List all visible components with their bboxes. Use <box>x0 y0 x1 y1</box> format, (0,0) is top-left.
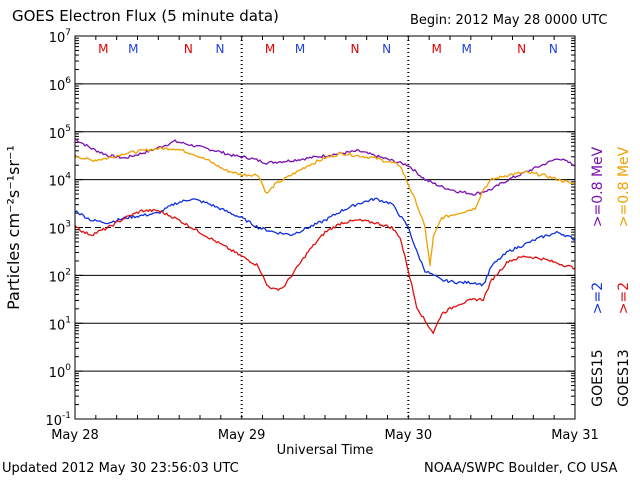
y-axis-label: Particles cm⁻²s⁻¹sr⁻¹ <box>4 145 23 310</box>
plot-frame <box>74 35 576 420</box>
marker-label: M <box>265 42 275 56</box>
marker-label: M <box>128 42 138 56</box>
series-line <box>74 208 576 335</box>
y-tick-label: 106 <box>49 76 72 94</box>
y-tick-label: 104 <box>49 172 72 190</box>
x-tick-label: May 28 <box>51 428 99 443</box>
x-tick-label: May 29 <box>218 428 266 443</box>
marker-label: N <box>184 42 193 56</box>
footer-source: NOAA/SWPC Boulder, CO USA <box>424 461 618 476</box>
legend-goes15: GOES15 <box>590 349 606 406</box>
x-axis-label: Universal Time <box>277 443 374 458</box>
marker-label: N <box>517 42 526 56</box>
marker-label: M <box>461 42 471 56</box>
legend-goes15-2mev: >=2 <box>590 282 606 314</box>
marker-label: N <box>549 42 558 56</box>
marker-label: M <box>431 42 441 56</box>
marker-label: N <box>351 42 360 56</box>
series-line <box>74 146 576 267</box>
marker-label: M <box>295 42 305 56</box>
series-line <box>74 138 576 196</box>
legend-goes13-2mev: >=2 <box>616 282 632 314</box>
legend-goes13-08mev: >=0.8 MeV <box>616 146 632 227</box>
x-tick-label: May 31 <box>551 428 599 443</box>
marker-label: N <box>216 42 225 56</box>
chart-subtitle: Begin: 2012 May 28 0000 UTC <box>410 13 608 28</box>
y-tick-label: 100 <box>49 363 72 381</box>
legend-goes13: GOES13 <box>616 349 632 406</box>
legend-goes15-08mev: >=0.8 MeV <box>590 146 606 227</box>
x-tick-label: May 30 <box>385 428 433 443</box>
y-tick-label: 10-1 <box>45 411 71 429</box>
y-tick-label: 103 <box>49 220 71 238</box>
y-tick-label: 102 <box>49 267 71 285</box>
y-tick-label: 105 <box>49 124 71 142</box>
chart-title: GOES Electron Flux (5 minute data) <box>12 7 279 25</box>
marker-label: N <box>382 42 391 56</box>
y-tick-label: 101 <box>49 315 71 333</box>
footer-updated: Updated 2012 May 30 23:56:03 UTC <box>2 461 239 476</box>
y-tick-label: 107 <box>49 28 71 46</box>
series-line <box>74 197 576 287</box>
marker-label: M <box>98 42 108 56</box>
